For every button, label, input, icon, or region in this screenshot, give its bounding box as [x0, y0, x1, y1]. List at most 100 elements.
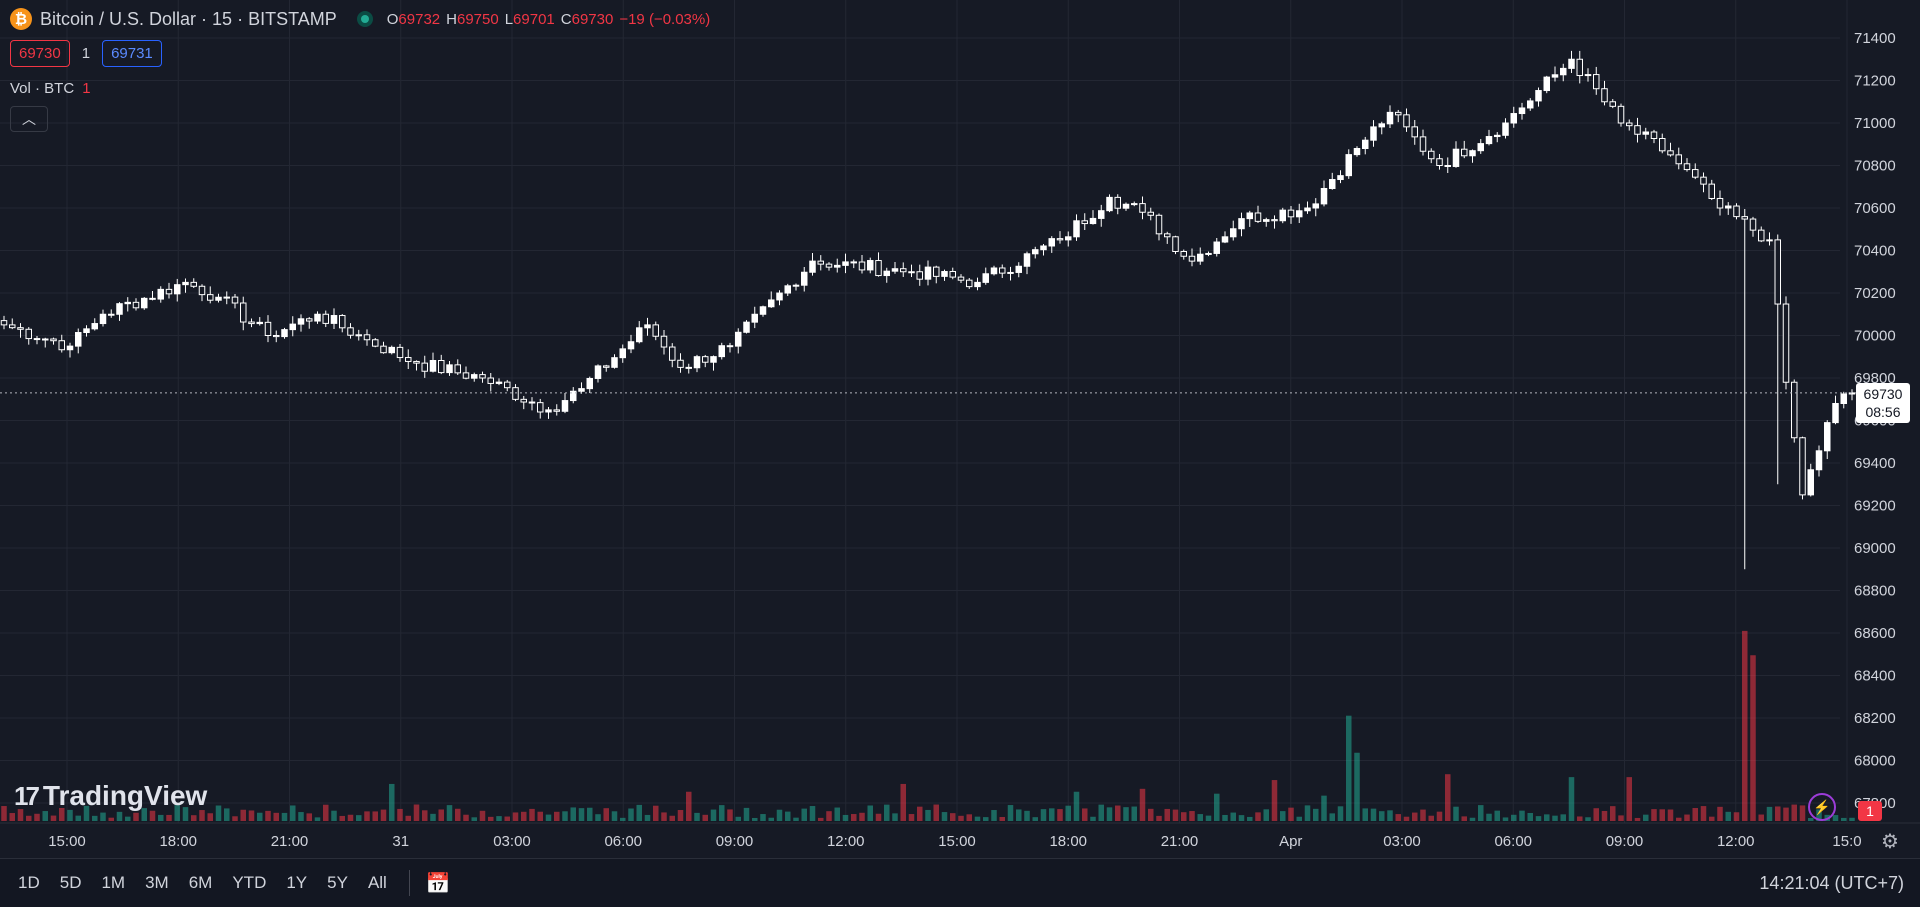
candle-body: [792, 284, 800, 287]
range-button-5d[interactable]: 5D: [59, 873, 82, 892]
volume-bar: [67, 809, 73, 821]
candle-body: [1708, 183, 1715, 199]
candle-body: [1543, 76, 1550, 92]
candle-body: [0, 320, 8, 326]
volume-bar: [1643, 814, 1649, 821]
candle-body: [462, 372, 470, 379]
volume-bar: [1115, 805, 1121, 821]
ohlc-values: O69732 H69750 L69701 C69730 −19 (−0.03%): [386, 10, 711, 28]
candle-body: [297, 318, 305, 325]
candle-body: [1122, 203, 1130, 209]
price-tick-label: 70000: [1854, 328, 1896, 345]
volume-bar: [1098, 804, 1104, 821]
candle-body: [429, 360, 437, 372]
candle-body: [1073, 220, 1080, 238]
volume-bar: [1205, 815, 1212, 821]
order-quantity[interactable]: 1: [81, 45, 91, 62]
volume-bar: [1329, 813, 1335, 821]
volume-bar: [240, 809, 246, 821]
chevron-up-icon: ︿: [22, 111, 36, 127]
time-tick-label: 15:00: [48, 833, 86, 850]
candle-body: [1279, 209, 1286, 222]
candle-body: [1444, 165, 1451, 167]
volume-bar: [1742, 630, 1748, 821]
volume-bar: [1725, 811, 1731, 821]
volume-bar: [199, 810, 205, 821]
candle-body: [1535, 90, 1542, 102]
range-button-1m[interactable]: 1M: [101, 873, 126, 892]
candle-body: [1642, 131, 1649, 135]
volume-bar: [430, 813, 436, 821]
volume-bar: [512, 812, 519, 821]
tradingview-mark-icon: 17: [14, 780, 40, 811]
volume-bar: [1255, 812, 1261, 821]
volume-bar: [1387, 810, 1393, 821]
sell-button[interactable]: 69730: [10, 40, 70, 67]
candle-body: [957, 276, 965, 281]
volume-bar: [1577, 816, 1583, 821]
volume-bar: [446, 805, 453, 821]
volume-bar: [603, 808, 609, 821]
candle-body: [933, 266, 940, 277]
volume-bar: [1469, 817, 1476, 821]
volume-bar: [900, 783, 906, 821]
volume-bar: [141, 808, 147, 821]
candle-body: [1494, 134, 1501, 138]
candle-body: [388, 346, 395, 354]
price-tick-label: 68600: [1854, 625, 1896, 642]
candle-body: [1023, 253, 1031, 267]
clock-timezone[interactable]: 14:21:04 (UTC+7): [1759, 873, 1904, 893]
calendar-goto-icon[interactable]: 📅: [425, 872, 451, 895]
candle-body: [1601, 88, 1608, 103]
range-button-all[interactable]: All: [367, 873, 387, 892]
candle-body: [710, 356, 717, 363]
volume-bar: [991, 810, 997, 821]
range-button-5y[interactable]: 5Y: [327, 873, 348, 892]
alert-count-badge[interactable]: 1: [1858, 801, 1882, 821]
volume-bar: [1197, 814, 1203, 821]
candle-body: [116, 303, 123, 315]
time-axis[interactable]: 15:00 18:00 21:00 31 03:00 06:00 09:00 12:00 15:…: [48, 833, 1861, 850]
volume-legend[interactable]: Vol · BTC 1: [10, 80, 91, 97]
collapse-legend-button[interactable]: ︿: [10, 106, 48, 132]
volume-bar: [1560, 814, 1566, 821]
price-tick-label: 70800: [1854, 158, 1896, 175]
volume-bar: [463, 814, 469, 821]
candle-body: [669, 346, 676, 361]
volume-bars: [1, 630, 1855, 821]
candle-body: [42, 338, 49, 341]
candle-body: [1287, 209, 1295, 218]
range-button-6m[interactable]: 6M: [188, 873, 213, 892]
volume-bar: [50, 815, 57, 821]
price-chart[interactable]: 71400 71200 71000 70800 70600 70400 70200 70000…: [0, 0, 1920, 858]
candle-body: [1114, 196, 1121, 209]
price-axis[interactable]: 71400 71200 71000 70800 70600 70400 70200 70000…: [1854, 30, 1896, 812]
symbol-title[interactable]: Bitcoin / U.S. Dollar · 15 · BITSTAMP: [40, 8, 337, 29]
candle-body: [1807, 469, 1814, 496]
range-button-3m[interactable]: 3M: [145, 873, 169, 892]
volume-bar: [83, 805, 90, 821]
candle-body: [1584, 74, 1592, 77]
volume-bar: [1321, 795, 1327, 821]
lightning-icon[interactable]: ⚡: [1808, 793, 1836, 821]
candle-body: [1304, 207, 1311, 212]
range-button-ytd[interactable]: YTD: [232, 873, 267, 892]
candle-body: [1089, 217, 1097, 225]
volume-bar: [661, 812, 667, 821]
volume-bar: [735, 816, 741, 821]
candle-body: [1263, 219, 1270, 222]
volume-bar: [207, 813, 213, 821]
candle-body: [809, 260, 816, 273]
buy-button[interactable]: 69731: [102, 40, 162, 67]
gear-icon[interactable]: ⚙: [1881, 830, 1899, 853]
candle-body: [1395, 111, 1402, 116]
range-button-1y[interactable]: 1Y: [286, 873, 308, 892]
volume-bar: [867, 805, 873, 821]
volume-bar: [314, 817, 321, 821]
price-tick-label: 68200: [1854, 710, 1896, 727]
market-status-icon[interactable]: [356, 11, 373, 27]
close-value: 69730: [571, 10, 614, 28]
candle-body: [1527, 100, 1534, 109]
range-button-1d[interactable]: 1D: [18, 873, 40, 892]
candle-body: [867, 260, 874, 271]
